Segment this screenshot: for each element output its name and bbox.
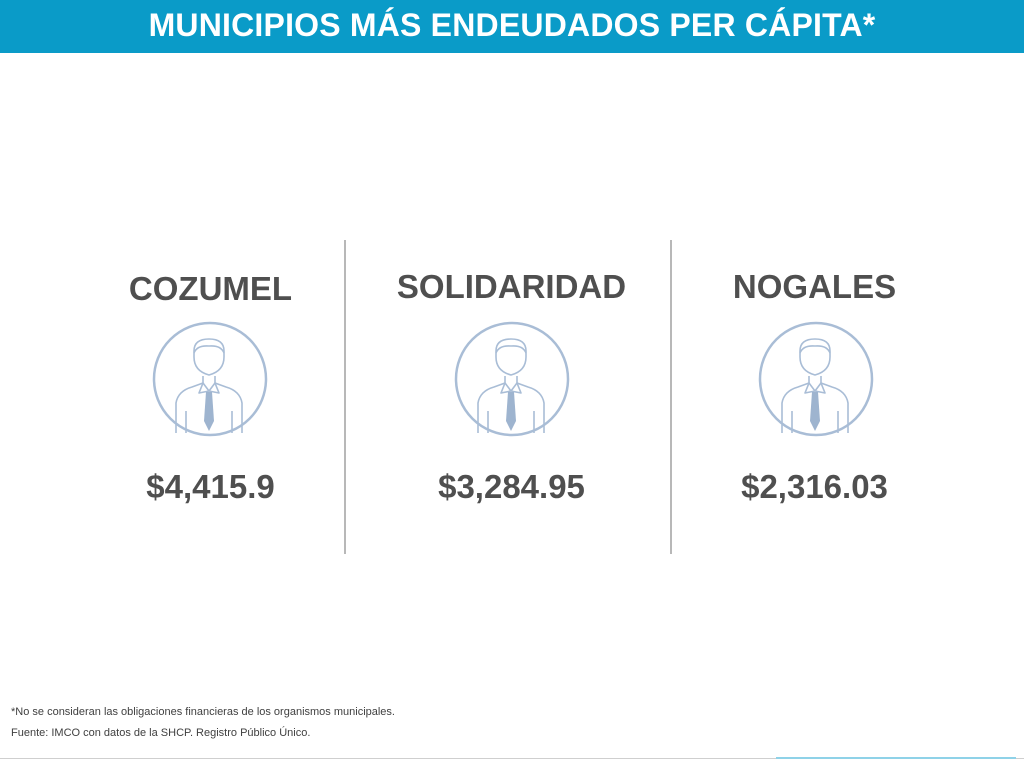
debt-per-capita-amount: $4,415.9 — [146, 468, 275, 505]
municipality-card-nogales: NOGALES $2,316.03 — [652, 240, 977, 552]
column-divider — [670, 240, 672, 554]
header-bar: MUNICIPIOS MÁS ENDEUDADOS PER CÁPITA* — [0, 0, 1024, 53]
municipality-name: NOGALES — [732, 268, 897, 305]
person-avatar-icon — [152, 321, 268, 437]
page-title: MUNICIPIOS MÁS ENDEUDADOS PER CÁPITA* — [148, 7, 876, 43]
debt-per-capita-amount: $2,316.03 — [741, 468, 888, 505]
municipality-name: SOLIDARIDAD — [396, 268, 627, 305]
debt-per-capita-amount: $3,284.95 — [438, 468, 585, 505]
municipality-name: COZUMEL — [128, 270, 293, 307]
column-divider — [344, 240, 346, 554]
municipality-card-solidaridad: SOLIDARIDAD $3,284.95 — [349, 240, 674, 552]
person-avatar-icon — [758, 321, 874, 437]
footnote-note: *No se consideran las obligaciones finan… — [11, 706, 395, 718]
footnote-source: Fuente: IMCO con datos de la SHCP. Regis… — [11, 727, 311, 739]
footer-rule — [0, 758, 1024, 759]
footer-accent-line — [776, 757, 1016, 759]
person-avatar-icon — [454, 321, 570, 437]
municipality-card-cozumel: COZUMEL $4,415.9 — [48, 240, 373, 552]
